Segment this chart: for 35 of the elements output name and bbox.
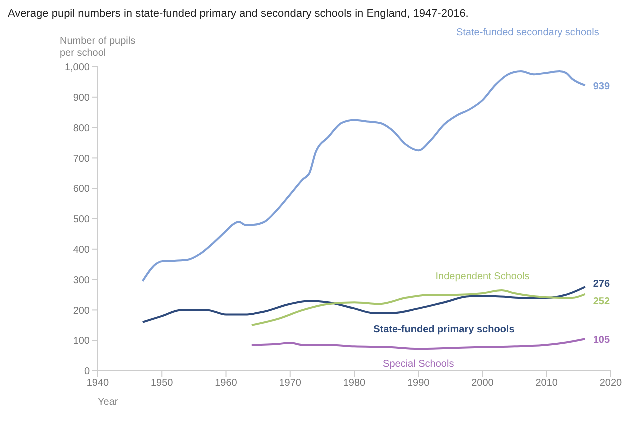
- y-tick-label: 900: [73, 92, 90, 104]
- y-tick-label: 1,000: [64, 62, 90, 74]
- y-tick-label: 800: [73, 123, 90, 134]
- line-series: [142, 70, 586, 282]
- x-tick-label: 2020: [600, 378, 623, 390]
- y-tick-label: 300: [73, 275, 90, 286]
- y-tick-label: 0: [84, 366, 90, 378]
- series-label: State-funded primary schools: [374, 324, 516, 336]
- x-tick-label: 1990: [408, 378, 430, 390]
- x-tick-label: 2000: [472, 378, 494, 390]
- x-tick-label: 1960: [215, 378, 238, 390]
- x-axis-title: Year: [98, 397, 120, 408]
- x-tick-label: 1980: [343, 378, 366, 390]
- data-label: 276: [593, 279, 610, 290]
- y-tick-label: 200: [73, 306, 90, 317]
- data-label: 939: [593, 82, 610, 93]
- x-tick-label: 1950: [151, 378, 174, 390]
- x-tick-label: 2010: [536, 378, 558, 390]
- y-tick-label: 700: [73, 154, 90, 165]
- series-label: Independent Schools: [436, 271, 530, 282]
- text: State-funded secondary schools: [456, 28, 600, 39]
- data-label: 105: [593, 335, 610, 346]
- y-tick-label: 400: [73, 244, 90, 256]
- y-tick-label: 500: [73, 214, 90, 226]
- series-label: Special Schools: [383, 359, 454, 370]
- y-axis-title: Number of pupils per school: [60, 36, 137, 60]
- x-tick-label: 1940: [86, 378, 110, 390]
- x-tick-label: 1970: [279, 378, 302, 390]
- line-series: [142, 286, 586, 324]
- y-tick-label: 600: [73, 184, 90, 196]
- data-label: 252: [593, 296, 610, 308]
- y-tick-label: 100: [73, 336, 90, 348]
- line-series: [250, 289, 586, 326]
- chart-title: Average pupil numbers in state-funded primary and secondary schools in England, 1947-2016.: [8, 8, 470, 21]
- line-series: [250, 338, 586, 350]
